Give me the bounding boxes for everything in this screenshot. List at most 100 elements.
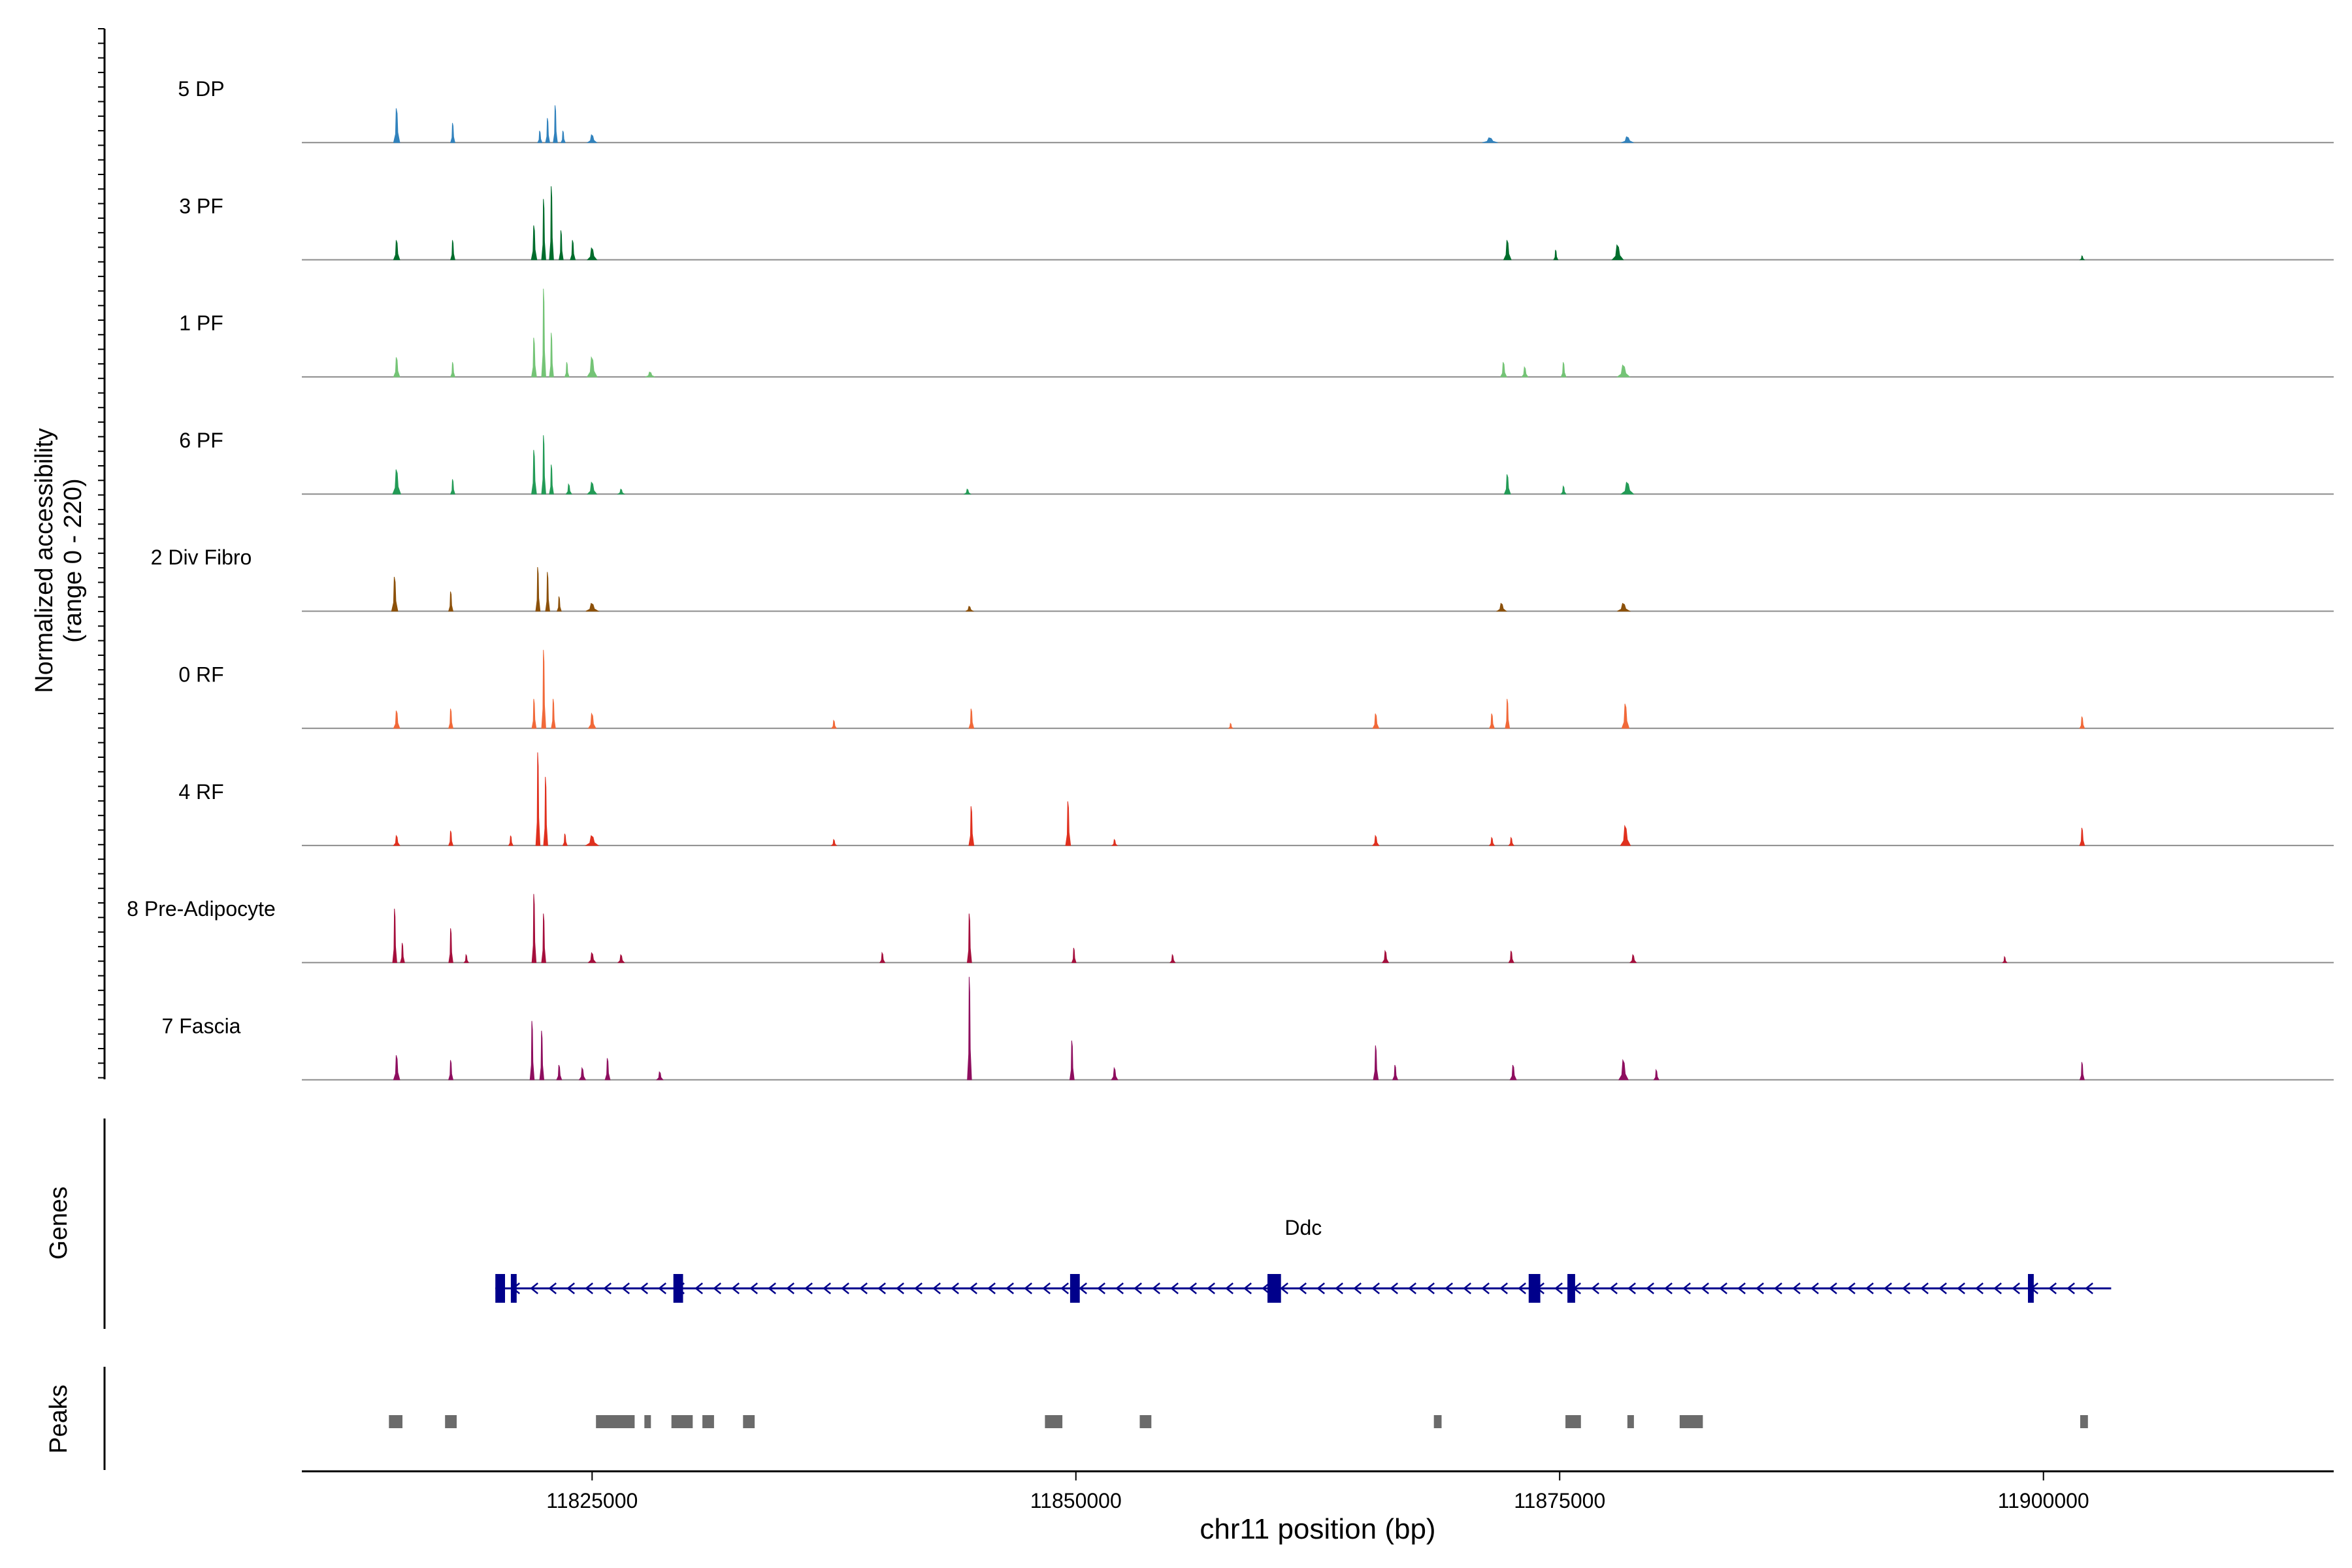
gene-exon	[673, 1274, 683, 1303]
coverage-peak	[645, 371, 655, 378]
coverage-peak	[2079, 1062, 2085, 1081]
track-4-rf: 4 RF	[178, 752, 2334, 847]
strand-arrow	[1938, 1282, 1947, 1294]
coverage-peak	[604, 1058, 611, 1081]
strand-arrow	[1371, 1282, 1380, 1294]
coverage-peak	[830, 838, 838, 846]
coverage-peak	[1392, 1065, 1399, 1081]
coverage-peak	[1381, 949, 1390, 963]
strand-arrow	[1499, 1282, 1508, 1294]
strand-arrow	[1042, 1282, 1051, 1294]
strand-arrow	[768, 1282, 776, 1294]
peak-region	[389, 1415, 402, 1428]
gene-exon	[1567, 1274, 1575, 1303]
coverage-peak	[529, 1021, 535, 1081]
coverage-peak	[1503, 474, 1511, 495]
strand-arrow	[1408, 1282, 1416, 1294]
strand-arrow	[1134, 1282, 1142, 1294]
coverage-peak	[1499, 362, 1507, 378]
gene-exon	[510, 1274, 517, 1303]
coverage-peak	[1508, 836, 1514, 846]
track-3-pf: 3 PF	[179, 186, 2334, 261]
coverage-peak	[549, 465, 554, 495]
coverage-peak	[560, 131, 566, 143]
coverage-peak	[393, 357, 400, 378]
strand-arrow	[1005, 1282, 1014, 1294]
coverage-peak	[562, 833, 568, 846]
coverage-peak	[545, 572, 550, 612]
coverage-peak	[830, 719, 838, 729]
coverage-peak	[1169, 953, 1176, 963]
coverage-peak	[556, 1065, 563, 1081]
gene-exon	[2028, 1274, 2034, 1303]
track-5-dp: 5 DP	[178, 77, 2334, 144]
strand-arrow	[1719, 1282, 1727, 1294]
strand-arrow	[1701, 1282, 1709, 1294]
strand-arrow	[1847, 1282, 1855, 1294]
strand-arrow	[1280, 1282, 1288, 1294]
coverage-peak	[1071, 947, 1077, 963]
peak-region	[1433, 1415, 1442, 1428]
x-tick-label: 11850000	[1030, 1489, 1122, 1512]
coverage-peak	[585, 835, 600, 846]
strand-arrow	[1353, 1282, 1362, 1294]
x-axis-title: chr11 position (bp)	[1200, 1513, 1435, 1545]
coverage-peak	[535, 566, 541, 612]
coverage-peak	[1503, 240, 1512, 261]
coverage-peak	[449, 479, 455, 495]
coverage-peak	[541, 649, 546, 729]
coverage-peak	[549, 186, 554, 261]
strand-arrow	[1682, 1282, 1691, 1294]
coverage-peak	[963, 488, 972, 495]
peak-region	[1679, 1415, 1703, 1428]
strand-arrow	[1243, 1282, 1252, 1294]
strand-arrow	[804, 1282, 813, 1294]
coverage-peak	[1508, 951, 1514, 963]
strand-arrow	[1975, 1282, 1984, 1294]
coverage-peak	[393, 834, 400, 846]
gene-exon	[1528, 1274, 1541, 1303]
peak-region	[1139, 1415, 1152, 1428]
coverage-peak	[1065, 801, 1071, 846]
coverage-peak	[450, 240, 455, 261]
x-ticks: 11825000 11850000 11875000 11900000	[546, 1471, 2089, 1512]
track-1-pf: 1 PF	[179, 288, 2334, 378]
coverage-peak	[531, 698, 537, 729]
strand-arrow	[2066, 1282, 2075, 1294]
track-label: 1 PF	[179, 312, 223, 335]
strand-arrow	[1262, 1282, 1270, 1294]
track-0-rf: 0 RF	[178, 649, 2334, 729]
coverage-peak	[1560, 362, 1567, 378]
strand-arrow	[1609, 1282, 1618, 1294]
strand-arrow	[585, 1282, 593, 1294]
track-6-pf: 6 PF	[179, 429, 2334, 495]
y-axis-title-line1: Normalized accessibility	[31, 428, 58, 693]
y-ticks	[98, 28, 105, 1079]
coverage-peak	[448, 928, 453, 963]
coverage-peak	[617, 488, 626, 495]
coverage-peak	[968, 806, 975, 846]
strand-arrow	[658, 1282, 666, 1294]
track-label: 2 Div Fibro	[151, 546, 252, 569]
coverage-peak	[448, 591, 454, 612]
strand-arrow	[1170, 1282, 1179, 1294]
strand-arrow	[713, 1282, 721, 1294]
strand-arrow	[1664, 1282, 1673, 1294]
track-label: 4 RF	[178, 780, 223, 804]
coverage-tracks: 5 DP 3 PF 1 PF 6 PF 2 Div Fibro 0 RF 4 RF 8 Pre…	[127, 77, 2334, 1081]
strand-arrow	[1792, 1282, 1801, 1294]
strand-arrow	[640, 1282, 648, 1294]
coverage-peak	[556, 596, 562, 612]
coverage-peak	[549, 333, 554, 378]
coverage-peak	[543, 777, 548, 846]
peak-region	[671, 1415, 693, 1428]
strand-arrow	[1829, 1282, 1837, 1294]
strand-arrow	[1902, 1282, 1910, 1294]
coverage-peak	[1372, 834, 1380, 846]
strand-arrow	[1957, 1282, 1965, 1294]
peak-region	[1627, 1415, 1634, 1428]
genes-panel-label: Genes	[45, 1186, 73, 1260]
coverage-peak	[1620, 825, 1631, 846]
strand-arrow	[1115, 1282, 1124, 1294]
x-tick-label: 11825000	[546, 1489, 638, 1512]
